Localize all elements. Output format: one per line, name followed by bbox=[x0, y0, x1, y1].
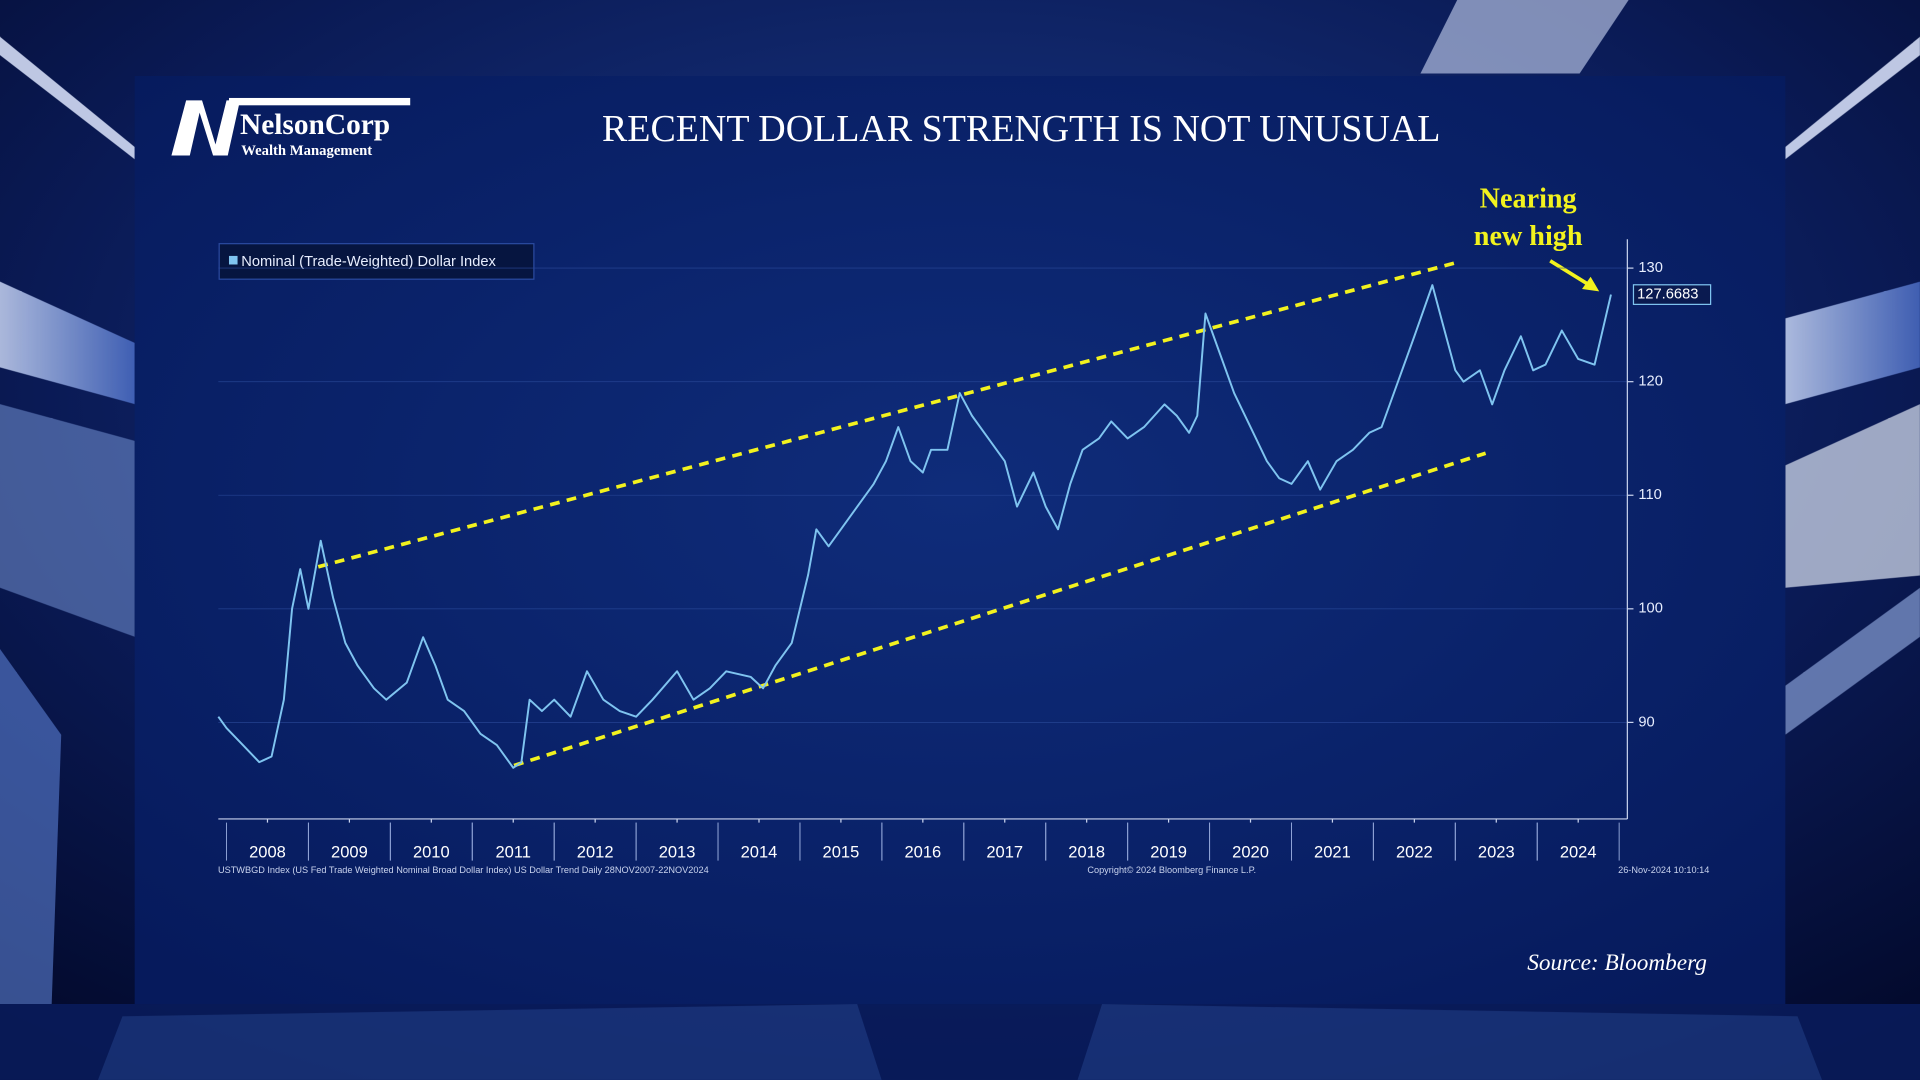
x-tick-label: 2008 bbox=[249, 843, 286, 862]
x-tick-label: 2016 bbox=[904, 843, 941, 862]
annotation-text: new high bbox=[1474, 221, 1583, 252]
x-tick-label: 2019 bbox=[1150, 843, 1187, 862]
logo-mark bbox=[171, 100, 240, 156]
y-tick-label: 110 bbox=[1638, 487, 1661, 503]
x-tick-label: 2023 bbox=[1478, 843, 1515, 862]
x-tick-label: 2011 bbox=[495, 843, 531, 862]
trend-line bbox=[317, 260, 1458, 569]
x-tick-label: 2015 bbox=[823, 843, 860, 862]
x-tick-label: 2009 bbox=[331, 843, 368, 862]
footer-right: 26-Nov-2024 10:10:14 bbox=[1618, 865, 1709, 875]
x-tick-label: 2018 bbox=[1068, 843, 1105, 862]
legend-box bbox=[218, 243, 535, 280]
logo-tagline: Wealth Management bbox=[241, 143, 372, 159]
x-tick-label: 2022 bbox=[1396, 843, 1433, 862]
annotation-arrow bbox=[1549, 259, 1593, 289]
legend-label: Nominal (Trade-Weighted) Dollar Index bbox=[241, 254, 496, 270]
last-value-label: 127.6683 bbox=[1637, 286, 1698, 302]
chart-panel bbox=[134, 75, 1786, 1005]
logo-name: NelsonCorp bbox=[240, 109, 390, 141]
x-tick-label: 2024 bbox=[1560, 843, 1597, 862]
y-tick-label: 100 bbox=[1638, 601, 1663, 617]
x-tick-label: 2017 bbox=[986, 843, 1023, 862]
logo-bar bbox=[228, 97, 411, 106]
logo: NelsonCorp Wealth Management bbox=[171, 97, 411, 159]
source: Source: Bloomberg bbox=[1527, 950, 1707, 976]
series-line bbox=[217, 284, 1612, 769]
x-tick-label: 2014 bbox=[741, 843, 778, 862]
x-tick-label: 2013 bbox=[659, 843, 696, 862]
y-tick-label: 120 bbox=[1638, 374, 1663, 390]
annotation-text: Nearing bbox=[1480, 183, 1577, 214]
x-tick-label: 2020 bbox=[1232, 843, 1269, 862]
last-value-box bbox=[1632, 284, 1712, 305]
y-tick-label: 130 bbox=[1638, 260, 1663, 276]
legend: Nominal (Trade-Weighted) Dollar Index bbox=[218, 243, 535, 280]
y-tick-label: 90 bbox=[1638, 714, 1654, 730]
x-tick-label: 2012 bbox=[577, 843, 614, 862]
annotation-arrowhead bbox=[1582, 276, 1600, 292]
chart-title: RECENT DOLLAR STRENGTH IS NOT UNUSUAL bbox=[602, 108, 1441, 150]
footer-left: USTWBGD Index (US Fed Trade Weighted Nom… bbox=[218, 865, 709, 875]
footer-center: Copyright© 2024 Bloomberg Finance L.P. bbox=[1087, 865, 1256, 875]
x-tick-label: 2021 bbox=[1314, 843, 1351, 862]
x-tick-label: 2010 bbox=[413, 843, 450, 862]
legend-swatch bbox=[228, 255, 238, 265]
